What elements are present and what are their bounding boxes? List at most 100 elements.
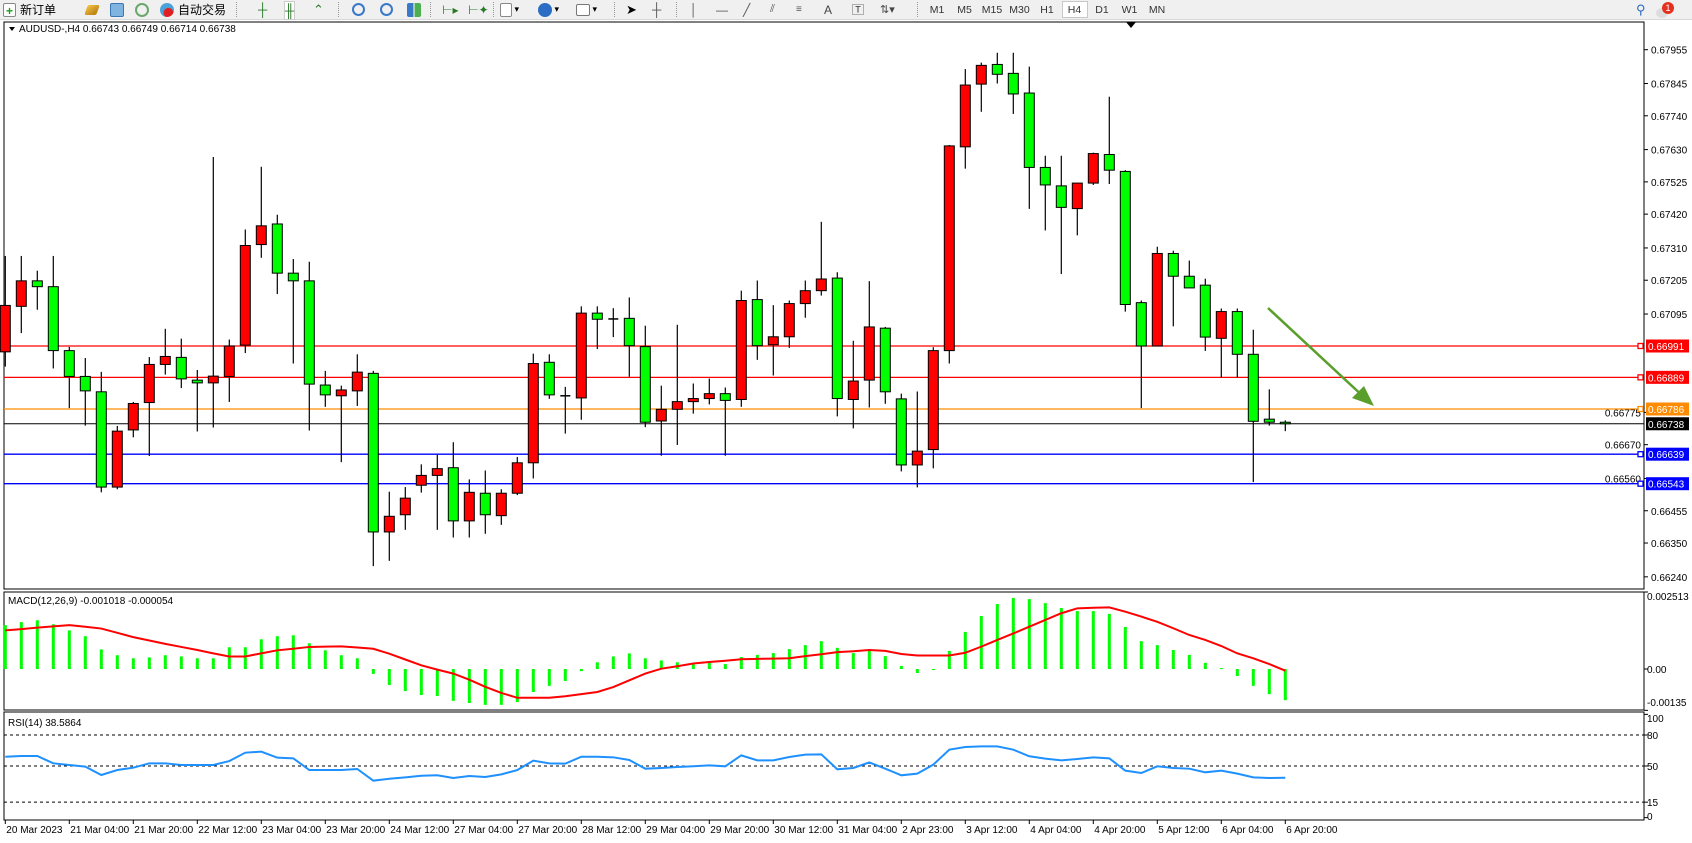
candle-body: [831, 277, 843, 400]
rsi-tick-label: 80: [1647, 731, 1659, 742]
notifications-button[interactable]: 1: [1656, 1, 1674, 18]
time-label: 22 Mar 12:00: [198, 825, 257, 836]
candle: [303, 261, 315, 431]
macd-histogram-bar: [1235, 669, 1239, 677]
time-label: 29 Mar 20:00: [710, 825, 769, 836]
rsi-tick-label: 50: [1647, 762, 1659, 773]
line-handle: [1637, 451, 1644, 458]
candle-body: [1247, 353, 1259, 422]
candlestick-button[interactable]: ╫: [284, 1, 296, 20]
signals-button[interactable]: [135, 1, 149, 18]
toolbar-separator: [236, 2, 238, 17]
candle-body: [1119, 170, 1131, 306]
candle: [879, 326, 891, 404]
candle: [127, 401, 139, 438]
new-order-button[interactable]: + 新订单: [3, 1, 56, 18]
gold-bars-button[interactable]: [84, 1, 100, 18]
candle: [831, 272, 843, 417]
time-label: 23 Mar 04:00: [262, 825, 321, 836]
vertical-line-button[interactable]: │: [690, 1, 698, 18]
crosshair-button[interactable]: ┼: [652, 1, 661, 18]
templates-icon: [576, 3, 590, 16]
bar-chart-button[interactable]: ┼: [258, 1, 267, 18]
macd-histogram-bar: [883, 656, 887, 669]
toolbar-separator: [676, 2, 678, 17]
text-label-button[interactable]: 🅃: [852, 1, 864, 18]
candle-body: [31, 280, 43, 288]
arrows-button[interactable]: ⇅▾: [880, 1, 895, 18]
timeframe-m5[interactable]: M5: [957, 3, 972, 16]
text-button[interactable]: A: [824, 1, 832, 18]
candle: [1167, 250, 1179, 327]
macd-histogram-bar: [499, 669, 503, 705]
macd-histogram-bar: [1203, 662, 1207, 669]
candle-body: [415, 474, 427, 486]
equidistant-channel-button[interactable]: ⫽: [770, 1, 775, 18]
chart-canvas[interactable]: 0.67955 0.67845 0.67740 0.67630 0.67525 0.674…: [0, 20, 1692, 843]
candle: [79, 357, 91, 426]
candle-body: [911, 450, 923, 466]
timeframe-h1[interactable]: H1: [1040, 3, 1054, 16]
price-line-label-box: [1646, 477, 1689, 491]
rsi-tick-label: 0: [1647, 812, 1653, 823]
candle: [63, 346, 75, 409]
trendline-button[interactable]: ╱: [743, 1, 750, 18]
candle-body: [863, 326, 875, 381]
candle: [463, 479, 475, 538]
candle: [431, 454, 443, 530]
auto-trading-button[interactable]: 自动交易: [160, 1, 226, 18]
macd-histogram-bar: [1027, 599, 1031, 669]
cursor-button[interactable]: ➤: [626, 1, 637, 18]
candle: [847, 340, 859, 429]
tile-windows-button[interactable]: [407, 1, 421, 18]
candle: [95, 371, 107, 493]
timeframe-m1[interactable]: M1: [929, 3, 945, 16]
macd-histogram-bar: [179, 656, 183, 669]
macd-histogram-bar: [1155, 645, 1159, 669]
price-tick-label: 0.67630: [1651, 146, 1688, 157]
templates-button[interactable]: ▾: [576, 1, 597, 18]
toolbar: + 新订单 自动交易 ┼ ╫ ⌃ ⊢▸ ⊢✦ ▾ ▾ ▾ ➤ ┼ │ — ╱ ⫽…: [0, 0, 1692, 20]
market-watch-button[interactable]: [110, 1, 124, 18]
timeframe-h4[interactable]: H4: [1061, 1, 1088, 18]
chart-shift-icon: ⊢✦: [468, 2, 489, 17]
timeframe-mn[interactable]: MN: [1148, 3, 1166, 16]
candle: [1023, 66, 1035, 209]
chart-window[interactable]: 0.67955 0.67845 0.67740 0.67630 0.67525 0.674…: [0, 20, 1692, 843]
horizontal-line-button[interactable]: —: [716, 1, 728, 18]
candle-body: [1167, 252, 1179, 277]
equidistant-channel-icon: ⫽: [770, 3, 775, 15]
candle-body: [511, 462, 523, 494]
macd-histogram-bar: [419, 669, 423, 696]
autoscroll-button[interactable]: ⊢▸: [442, 1, 458, 18]
zoom-in-button[interactable]: [352, 1, 365, 18]
candle: [383, 491, 395, 561]
fibonacci-button[interactable]: ≡: [796, 1, 802, 18]
price-tick-label: 0.66670: [1605, 441, 1642, 452]
timeframe-m15[interactable]: M15: [981, 3, 1003, 16]
candle-body: [463, 491, 475, 522]
periods-button[interactable]: ▾: [538, 1, 559, 18]
timeframe-w1[interactable]: W1: [1121, 3, 1138, 16]
indicators-button[interactable]: ▾: [500, 1, 519, 18]
macd-histogram-bar: [515, 669, 519, 703]
price-tick-label: 0.67310: [1651, 244, 1688, 255]
price-tick-label: 0.67525: [1651, 178, 1688, 189]
zoom-out-button[interactable]: [380, 1, 393, 18]
candle-body: [783, 303, 795, 338]
timeframe-m30[interactable]: M30: [1009, 3, 1030, 16]
chart-shift-button[interactable]: ⊢✦: [468, 1, 489, 18]
line-chart-button[interactable]: ⌃: [313, 1, 324, 18]
candle-body: [1135, 302, 1147, 347]
macd-histogram-bar: [19, 622, 23, 669]
candle-body: [319, 384, 331, 396]
macd-histogram-bar: [307, 643, 311, 669]
candle: [255, 166, 267, 258]
line-handle: [1637, 374, 1644, 381]
timeframe-d1[interactable]: D1: [1095, 3, 1109, 16]
macd-histogram-bar: [339, 655, 343, 669]
search-button[interactable]: ⚲: [1636, 1, 1646, 18]
time-label: 4 Apr 04:00: [1030, 825, 1082, 836]
candle: [655, 385, 667, 456]
candle-body: [239, 244, 251, 346]
